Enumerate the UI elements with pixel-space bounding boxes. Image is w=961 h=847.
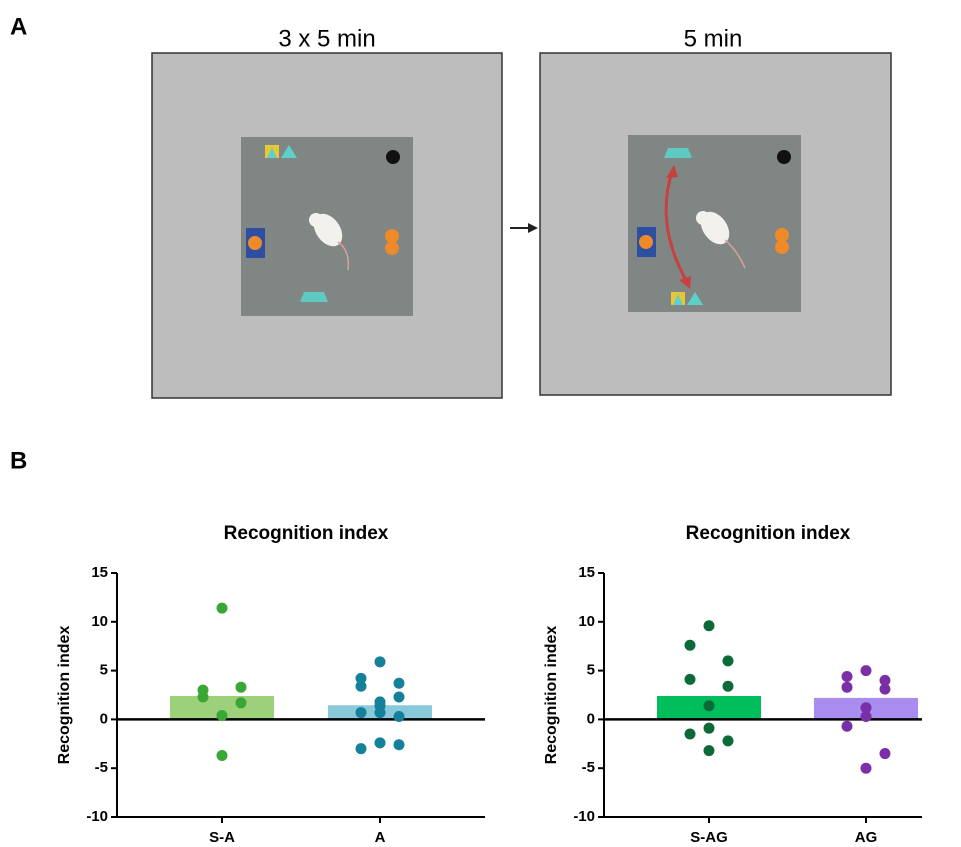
data-point (393, 691, 405, 703)
chart-title: Recognition index (686, 523, 851, 544)
data-point (722, 735, 734, 747)
data-point (860, 665, 872, 677)
arena-test (539, 52, 892, 396)
arena-training (151, 52, 503, 399)
x-tick-label: S-AG (690, 829, 728, 846)
data-point (722, 680, 734, 692)
data-point (703, 700, 715, 712)
data-point (879, 748, 891, 760)
x-tick-label: AG (855, 829, 878, 846)
data-point (703, 620, 715, 632)
data-point (703, 722, 715, 734)
data-point (355, 672, 367, 684)
data-point (374, 656, 386, 668)
data-point (216, 602, 228, 614)
phase-label: 3 x 5 min (278, 25, 375, 52)
data-point (197, 691, 209, 703)
y-tick-label: 0 (100, 710, 108, 727)
phase-label: 5 min (684, 25, 743, 52)
y-tick-label: 5 (100, 662, 108, 679)
y-tick-label: 0 (587, 710, 595, 727)
data-point (879, 683, 891, 695)
data-point (841, 720, 853, 732)
data-point (722, 655, 734, 667)
y-tick-label: -10 (573, 808, 595, 825)
data-point (703, 745, 715, 757)
y-tick-label: -10 (86, 808, 108, 825)
x-tick-label: A (375, 829, 386, 846)
data-point (393, 739, 405, 751)
data-point (393, 710, 405, 722)
data-point (235, 681, 247, 693)
data-point (860, 762, 872, 774)
data-point (841, 681, 853, 693)
data-point (879, 674, 891, 686)
y-axis-label: Recognition index (543, 626, 560, 765)
data-point (393, 677, 405, 689)
data-point (860, 710, 872, 722)
y-tick-label: 10 (578, 613, 595, 630)
data-point (355, 743, 367, 755)
data-point (684, 728, 696, 740)
x-tick-label: S-A (209, 829, 235, 846)
y-tick-label: -5 (582, 759, 595, 776)
y-tick-label: 5 (587, 662, 595, 679)
data-point (216, 709, 228, 721)
y-tick-label: 15 (91, 564, 108, 581)
data-point (684, 639, 696, 651)
data-point (355, 707, 367, 719)
data-point (374, 737, 386, 749)
y-tick-label: -5 (95, 759, 108, 776)
panel-label: A (10, 13, 27, 40)
y-tick-label: 10 (91, 613, 108, 630)
arrow (510, 223, 538, 233)
chart-title: Recognition index (224, 523, 389, 544)
data-point (841, 670, 853, 682)
data-point (374, 707, 386, 719)
panel-label: B (10, 447, 27, 474)
y-tick-label: 15 (578, 564, 595, 581)
bar (170, 695, 274, 720)
y-axis-label: Recognition index (56, 626, 73, 765)
data-point (860, 702, 872, 714)
data-point (355, 680, 367, 692)
data-point (216, 750, 228, 762)
data-point (235, 697, 247, 709)
data-point (684, 673, 696, 685)
